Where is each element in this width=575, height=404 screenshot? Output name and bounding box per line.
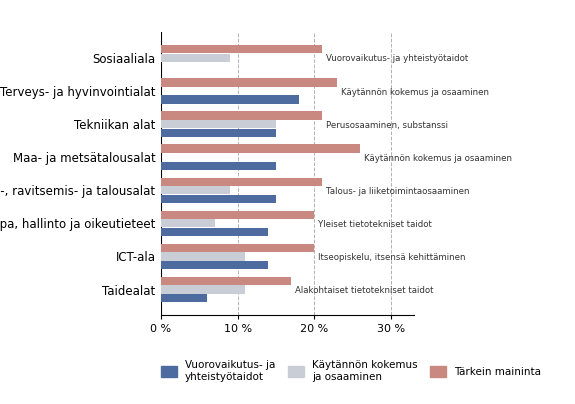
Text: Yleiset tietotekniset taidot: Yleiset tietotekniset taidot [318, 220, 432, 229]
Legend: Vuorovaikutus- ja
yhteistyötaidot, Käytännön kokemus
ja osaaminen, Tärkein maini: Vuorovaikutus- ja yhteistyötaidot, Käytä… [161, 360, 541, 381]
Bar [161, 120, 276, 128]
Text: Perusosaaminen, substanssi: Perusosaaminen, substanssi [326, 121, 448, 130]
Bar [161, 244, 315, 252]
Bar [161, 177, 322, 186]
Bar [161, 54, 230, 62]
Bar [161, 261, 269, 269]
Text: Talous- ja liiketoimintaosaaminen: Talous- ja liiketoimintaosaaminen [326, 187, 469, 196]
Bar [161, 78, 338, 86]
Bar [161, 145, 361, 153]
Bar [161, 45, 322, 53]
Bar [161, 228, 269, 236]
Bar [161, 294, 207, 302]
Bar [161, 219, 214, 227]
Bar [161, 162, 276, 170]
Bar [161, 277, 292, 285]
Bar [161, 95, 299, 104]
Bar [161, 186, 230, 194]
Text: Vuorovaikutus- ja yhteistyötaidot: Vuorovaikutus- ja yhteistyötaidot [326, 55, 468, 63]
Text: Käytännön kokemus ja osaaminen: Käytännön kokemus ja osaaminen [341, 88, 489, 97]
Text: Käytännön kokemus ja osaaminen: Käytännön kokemus ja osaaminen [364, 154, 512, 163]
Bar [161, 195, 276, 203]
Bar [161, 210, 315, 219]
Bar [161, 252, 246, 261]
Text: Itseopiskelu, itsensä kehittäminen: Itseopiskelu, itsensä kehittäminen [318, 253, 466, 262]
Text: Alakohtaiset tietotekniset taidot: Alakohtaiset tietotekniset taidot [295, 286, 434, 295]
Bar [161, 112, 322, 120]
Bar [161, 285, 246, 294]
Bar [161, 128, 276, 137]
